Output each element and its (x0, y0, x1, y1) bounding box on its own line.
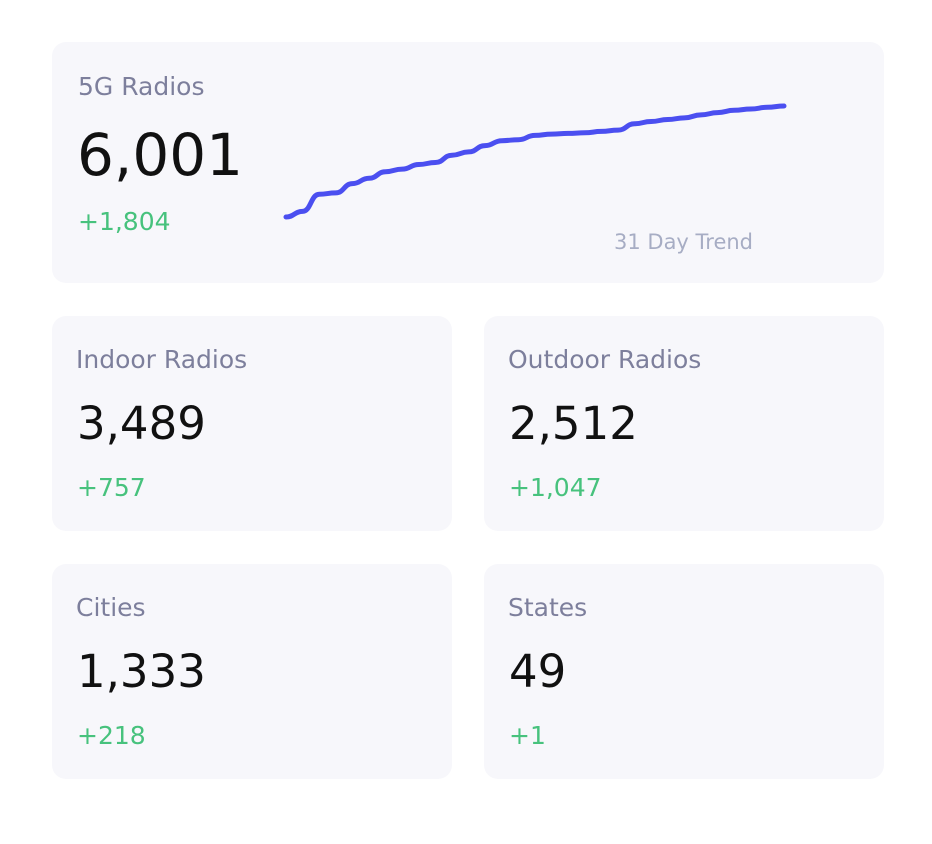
card-value: 1,333 (77, 645, 206, 698)
card-label: Cities (76, 593, 146, 622)
card-delta: +1,804 (78, 207, 171, 236)
outdoor-radios-card: Outdoor Radios 2,512 +1,047 (484, 316, 884, 531)
card-label: Indoor Radios (76, 345, 248, 374)
card-value: 3,489 (77, 397, 206, 450)
card-delta: +218 (77, 721, 146, 750)
card-value: 2,512 (509, 397, 638, 450)
5g-radios-card: 5G Radios 6,001 +1,804 31 Day Trend (52, 42, 884, 283)
states-card: States 49 +1 (484, 564, 884, 779)
card-label: States (508, 593, 588, 622)
card-delta: +1 (509, 721, 546, 750)
card-label: Outdoor Radios (508, 345, 702, 374)
card-value: 6,001 (77, 121, 244, 189)
trend-caption: 31 Day Trend (614, 230, 754, 254)
card-delta: +1,047 (509, 473, 602, 502)
card-value: 49 (509, 645, 567, 698)
indoor-radios-card: Indoor Radios 3,489 +757 (52, 316, 452, 531)
card-label: 5G Radios (78, 72, 205, 101)
trend-line (283, 103, 787, 220)
cities-card: Cities 1,333 +218 (52, 564, 452, 779)
card-delta: +757 (77, 473, 146, 502)
